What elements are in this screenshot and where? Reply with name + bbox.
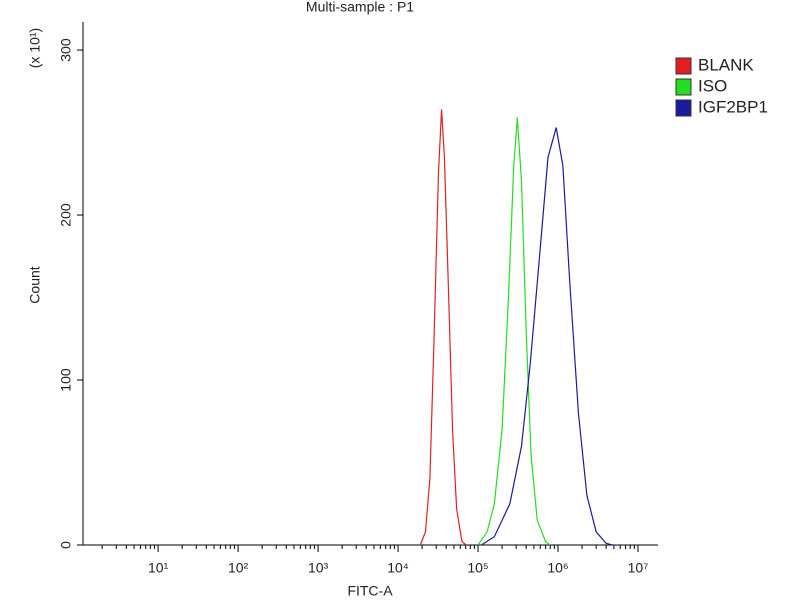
x-tick-label: 10⁵ (467, 560, 488, 576)
histogram-line (419, 109, 467, 546)
x-tick-label: 10⁷ (628, 560, 649, 576)
histogram-line (481, 127, 613, 546)
x-tick-label: 10⁶ (547, 560, 568, 576)
y-axis-annotation: (x 10¹) (27, 28, 43, 68)
y-tick-label: 100 (58, 368, 74, 392)
legend-label: IGF2BP1 (698, 97, 768, 116)
x-axis-label: FITC-A (347, 583, 393, 599)
chart-title: Multi-sample : P1 (306, 0, 414, 15)
y-tick-label: 300 (58, 38, 74, 62)
y-tick-label: 200 (58, 203, 74, 227)
legend-swatch (675, 57, 692, 75)
y-axis-label: Count (27, 266, 43, 303)
legend-label: BLANK (698, 55, 754, 74)
x-tick-label: 10¹ (148, 560, 169, 576)
x-tick-label: 10² (228, 560, 249, 576)
x-tick-label: 10³ (308, 560, 329, 576)
histogram-line (477, 117, 551, 546)
legend-swatch (675, 78, 692, 96)
legend-swatch (675, 99, 692, 117)
legend-label: ISO (698, 76, 727, 95)
y-tick-label: 0 (58, 541, 74, 549)
x-tick-label: 10⁴ (387, 560, 409, 576)
